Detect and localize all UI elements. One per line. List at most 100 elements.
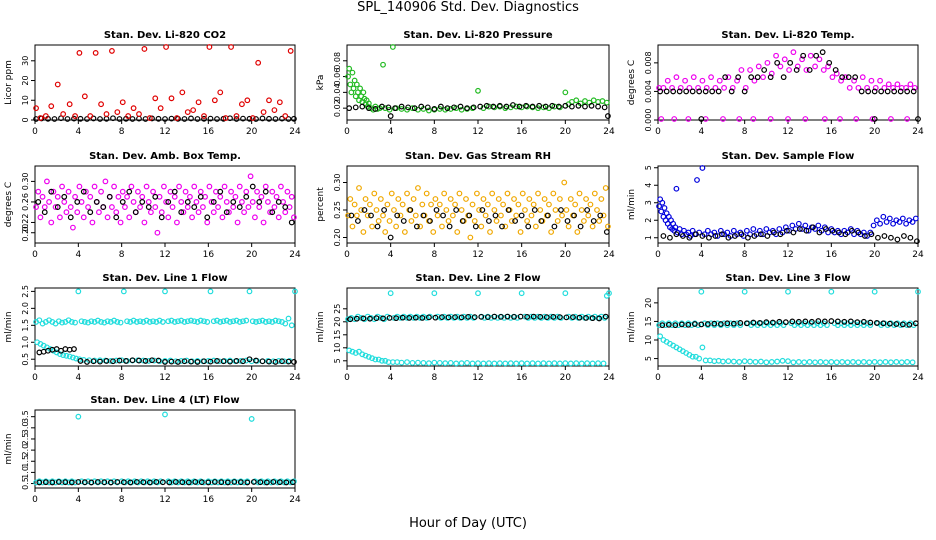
- data-point-series-2: [166, 479, 173, 486]
- data-point-series-1: [165, 318, 172, 325]
- x-tick-label: 24: [289, 495, 301, 505]
- x-tick-label: 24: [603, 127, 615, 137]
- data-point-series-2: [399, 314, 406, 321]
- data-point-series-1: [574, 229, 581, 235]
- x-tick-label: 12: [782, 373, 793, 383]
- panel-title: Stan. Dev. Sample Flow: [722, 151, 855, 162]
- data-point-series-1: [716, 77, 723, 84]
- data-point-series-1: [471, 218, 478, 224]
- data-point-series-2: [244, 97, 251, 104]
- data-point-series-1: [197, 317, 204, 324]
- data-point-series-2: [810, 224, 816, 231]
- data-point-series-1: [686, 84, 693, 91]
- y-tick-label: 0.20: [333, 229, 342, 247]
- data-point-series-1: [669, 84, 675, 91]
- data-point-series-2: [353, 315, 360, 322]
- data-point-series-1: [122, 204, 128, 210]
- data-point-series-2: [204, 214, 211, 221]
- data-point-series-2: [793, 67, 800, 73]
- data-point-series-2: [222, 115, 229, 121]
- data-point-series-2: [437, 103, 444, 110]
- data-point-series-1: [253, 116, 259, 122]
- data-point-series-2: [477, 103, 484, 110]
- x-tick-label: 12: [782, 127, 793, 137]
- data-point-series-1: [214, 317, 220, 324]
- data-point-series-2: [802, 318, 809, 325]
- data-point-series-2: [368, 212, 374, 219]
- data-point-series-2: [758, 231, 764, 238]
- data-point-series-1: [208, 199, 215, 205]
- data-point-series-1: [825, 63, 831, 70]
- data-point-series-1: [591, 190, 598, 197]
- data-point-series-1: [59, 183, 65, 190]
- data-point-series-2: [194, 359, 201, 365]
- data-point-series-2: [62, 479, 69, 486]
- data-point-series-2: [868, 231, 875, 238]
- data-point-series-1: [181, 319, 188, 325]
- data-point-series-1: [128, 183, 135, 190]
- data-point-series-2: [525, 223, 532, 230]
- data-point-series-2: [499, 223, 505, 230]
- data-point-series-2: [188, 358, 194, 365]
- data-point-series-1: [184, 204, 191, 210]
- data-point-series-2: [510, 102, 516, 108]
- data-point-series-1: [61, 199, 68, 205]
- data-point-series-1: [685, 116, 692, 122]
- panel-5: Stan. Dev. Gas Stream RH 0 4 8 12 16 20 24 0.20 0…: [316, 151, 615, 260]
- y-tick-label: 2.0: [21, 444, 30, 457]
- data-point-series-2: [175, 359, 181, 365]
- data-point-series-2: [157, 105, 164, 112]
- data-point-series-1: [353, 212, 360, 219]
- data-point-series-1: [552, 207, 559, 213]
- data-point-series-1: [288, 193, 295, 200]
- data-point-series-2: [660, 233, 667, 239]
- data-point-series-2: [103, 111, 110, 117]
- data-point-series-1: [88, 318, 95, 325]
- data-point-series-1: [234, 219, 241, 226]
- data-point-series-1: [556, 196, 563, 202]
- data-point-series-1: [795, 220, 802, 227]
- data-point-series-2: [109, 48, 115, 54]
- y-tick-label: 5: [333, 358, 342, 363]
- y-tick-label: 2.5: [21, 433, 30, 446]
- data-point-series-1: [72, 479, 78, 486]
- data-point-series-2: [732, 233, 738, 239]
- data-point-series-1: [519, 190, 526, 197]
- data-point-series-1: [377, 196, 384, 202]
- data-point-series-1: [267, 209, 273, 216]
- data-point-series-1: [763, 226, 770, 232]
- data-point-series-2: [834, 318, 841, 325]
- data-point-series-2: [228, 44, 234, 50]
- data-point-series-1: [98, 188, 104, 195]
- data-point-series-1: [234, 479, 241, 486]
- data-point-series-1: [104, 214, 111, 221]
- data-point-series-1: [833, 70, 840, 77]
- data-point-series-1: [567, 360, 574, 367]
- data-point-series-1: [206, 183, 213, 190]
- data-point-series-2: [563, 314, 570, 321]
- data-point-series-1: [736, 116, 743, 122]
- data-point-series-1: [899, 215, 906, 222]
- data-point-series-2: [174, 115, 180, 121]
- data-point-series-2: [484, 314, 491, 321]
- data-point-series-1: [197, 478, 204, 485]
- data-point-series-1: [409, 359, 416, 366]
- data-point-series-1: [432, 196, 439, 202]
- panel-9: Stan. Dev. Line 3 Flow 0 4 8 12 16 20 24 5 10 15 20…: [627, 273, 924, 383]
- x-tick-label: 4: [388, 373, 394, 383]
- data-point-series-1: [452, 201, 458, 208]
- data-point-series-1: [210, 209, 217, 216]
- data-point-series-1: [91, 478, 98, 485]
- data-point-series-2: [184, 109, 191, 116]
- data-point-series-1: [491, 360, 498, 367]
- data-point-series-1: [821, 116, 828, 122]
- data-point-series-1: [154, 229, 161, 236]
- data-point-series-2: [87, 113, 94, 119]
- data-point-series-1: [871, 359, 878, 365]
- data-point-series-2: [146, 479, 153, 486]
- x-tick-label: 24: [289, 127, 301, 137]
- data-point-series-1: [458, 207, 465, 213]
- data-point-series-2: [171, 188, 178, 195]
- data-point-series-1: [266, 318, 272, 325]
